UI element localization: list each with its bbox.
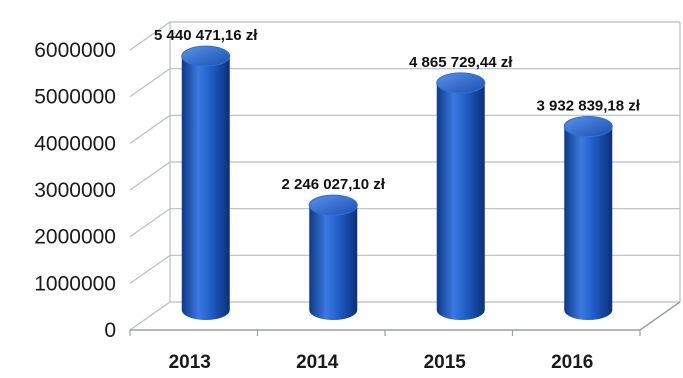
data-label: 2 246 027,10 zł (282, 176, 386, 193)
x-tick-label: 2015 (424, 352, 467, 373)
floor-edge (639, 301, 681, 331)
y-tick-label: 6000000 (34, 39, 116, 62)
grid-layer (129, 21, 681, 331)
labels: 2013 5 440 471,16 zł 2014 2 246 027,10 zł 20… (154, 27, 641, 373)
bar-cap (436, 72, 486, 94)
bar-body (181, 56, 230, 320)
y-tick-label: 4000000 (34, 132, 116, 155)
bar-body (309, 205, 358, 320)
bar-2015 (436, 72, 486, 321)
data-label: 5 440 471,16 zł (154, 27, 258, 44)
bar-cap (308, 194, 358, 216)
bar-2013 (181, 45, 231, 320)
x-tick-label: 2014 (296, 352, 339, 373)
bar-body (564, 126, 613, 321)
data-label: 3 932 839,18 zł (537, 97, 641, 114)
bar-body (436, 82, 485, 321)
bar-cap (181, 45, 231, 67)
y-tick-label: 5000000 (34, 86, 116, 109)
y-tick-label: 1000000 (34, 272, 116, 295)
x-tick-label: 2013 (169, 352, 211, 373)
bar-2016 (563, 115, 613, 321)
y-tick-label: 2000000 (34, 226, 116, 249)
bar-cap (563, 115, 613, 137)
x-tick-label: 2016 (551, 352, 593, 373)
bar-2014 (308, 194, 358, 320)
bars (181, 45, 613, 321)
y-tick-label: 0 (104, 319, 116, 342)
axis-layer: 0 1000000 2000000 3000000 4000000 5000000 6000… (34, 39, 681, 342)
data-label: 4 865 729,44 zł (409, 54, 513, 71)
y-tick-label: 3000000 (34, 179, 116, 202)
